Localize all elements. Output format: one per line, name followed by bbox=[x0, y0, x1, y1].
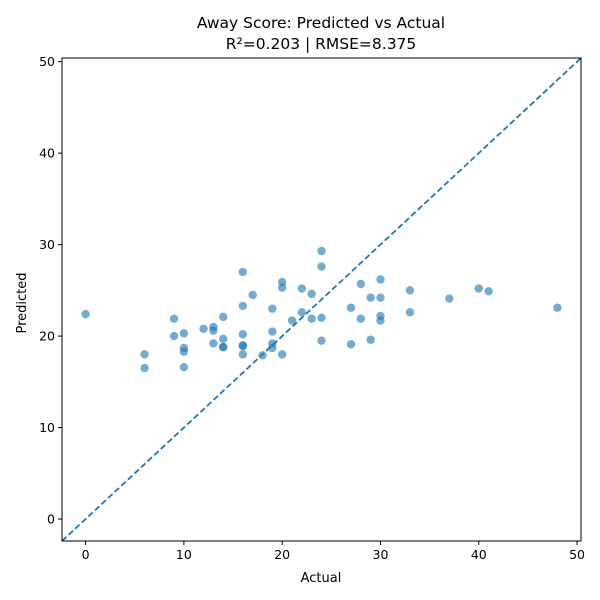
scatter-point bbox=[140, 350, 149, 359]
y-tick-label: 20 bbox=[39, 329, 55, 344]
scatter-point bbox=[219, 312, 228, 322]
scatter-point bbox=[238, 267, 248, 277]
scatter-point bbox=[356, 279, 366, 289]
scatter-point bbox=[238, 350, 248, 359]
scatter-point bbox=[405, 286, 415, 295]
scatter-point bbox=[484, 287, 493, 296]
scatter-point bbox=[209, 339, 218, 348]
x-tick-label: 30 bbox=[373, 547, 389, 562]
scatter-point bbox=[346, 340, 356, 349]
scatter-point bbox=[366, 293, 375, 302]
scatter-point bbox=[248, 290, 257, 300]
scatter-point bbox=[179, 329, 189, 338]
scatter-point bbox=[238, 301, 248, 311]
x-tick-label: 50 bbox=[569, 547, 585, 562]
scatter-point bbox=[238, 330, 248, 339]
scatter-point bbox=[376, 293, 385, 302]
scatter-point bbox=[268, 304, 277, 313]
y-tick-label: 40 bbox=[39, 146, 55, 161]
plot-area-content bbox=[62, 58, 581, 541]
x-tick-label: 40 bbox=[471, 547, 487, 562]
x-tick-label: 20 bbox=[274, 547, 290, 562]
scatter-point bbox=[317, 246, 326, 256]
y-axis-label: Predicted bbox=[15, 272, 30, 333]
scatter-point bbox=[405, 308, 415, 317]
scatter-point bbox=[287, 316, 297, 325]
scatter-point bbox=[317, 313, 326, 322]
y-tick-label: 0 bbox=[47, 512, 55, 527]
scatter-point bbox=[474, 284, 483, 293]
scatter-point bbox=[219, 342, 228, 352]
scatter-point bbox=[219, 334, 228, 344]
scatter-point bbox=[297, 284, 307, 293]
scatter-point bbox=[140, 363, 149, 373]
axis-ticks: 0 10 20 30 40 50 0 10 20 30 40 50 bbox=[39, 54, 585, 562]
scatter-point bbox=[268, 327, 277, 336]
scatter-point bbox=[346, 303, 356, 312]
scatter-point bbox=[268, 343, 277, 353]
scatter-point bbox=[317, 262, 326, 271]
chart-subtitle: R²=0.203 | RMSE=8.375 bbox=[226, 35, 417, 53]
scatter-point bbox=[366, 335, 375, 344]
y-tick-label: 50 bbox=[39, 54, 55, 69]
scatter-point bbox=[199, 324, 208, 333]
scatter-point bbox=[553, 303, 562, 312]
scatter-point bbox=[317, 336, 326, 345]
scatter-point bbox=[179, 347, 189, 356]
scatter-point bbox=[307, 314, 316, 323]
scatter-point bbox=[209, 326, 218, 335]
scatter-point bbox=[277, 350, 287, 359]
chart-title: Away Score: Predicted vs Actual bbox=[197, 14, 445, 32]
x-axis-label: Actual bbox=[301, 571, 342, 586]
y-tick-label: 10 bbox=[39, 420, 55, 435]
y-tick-label: 30 bbox=[39, 237, 55, 252]
scatter-point bbox=[238, 341, 248, 351]
scatter-point bbox=[376, 275, 385, 284]
scatter-point bbox=[169, 314, 179, 323]
scatter-point bbox=[445, 294, 454, 303]
x-tick-label: 0 bbox=[82, 547, 90, 562]
scatter-point bbox=[277, 283, 287, 292]
identity-reference-line bbox=[62, 58, 581, 541]
scatter-point bbox=[297, 308, 307, 317]
scatter-point bbox=[81, 309, 90, 319]
scatter-point bbox=[179, 362, 189, 372]
scatter-point bbox=[307, 289, 316, 299]
scatter-point bbox=[169, 331, 179, 341]
x-tick-label: 10 bbox=[176, 547, 192, 562]
scatter-point bbox=[376, 316, 385, 325]
plot-frame bbox=[61, 57, 582, 542]
scatter-point bbox=[356, 314, 366, 323]
